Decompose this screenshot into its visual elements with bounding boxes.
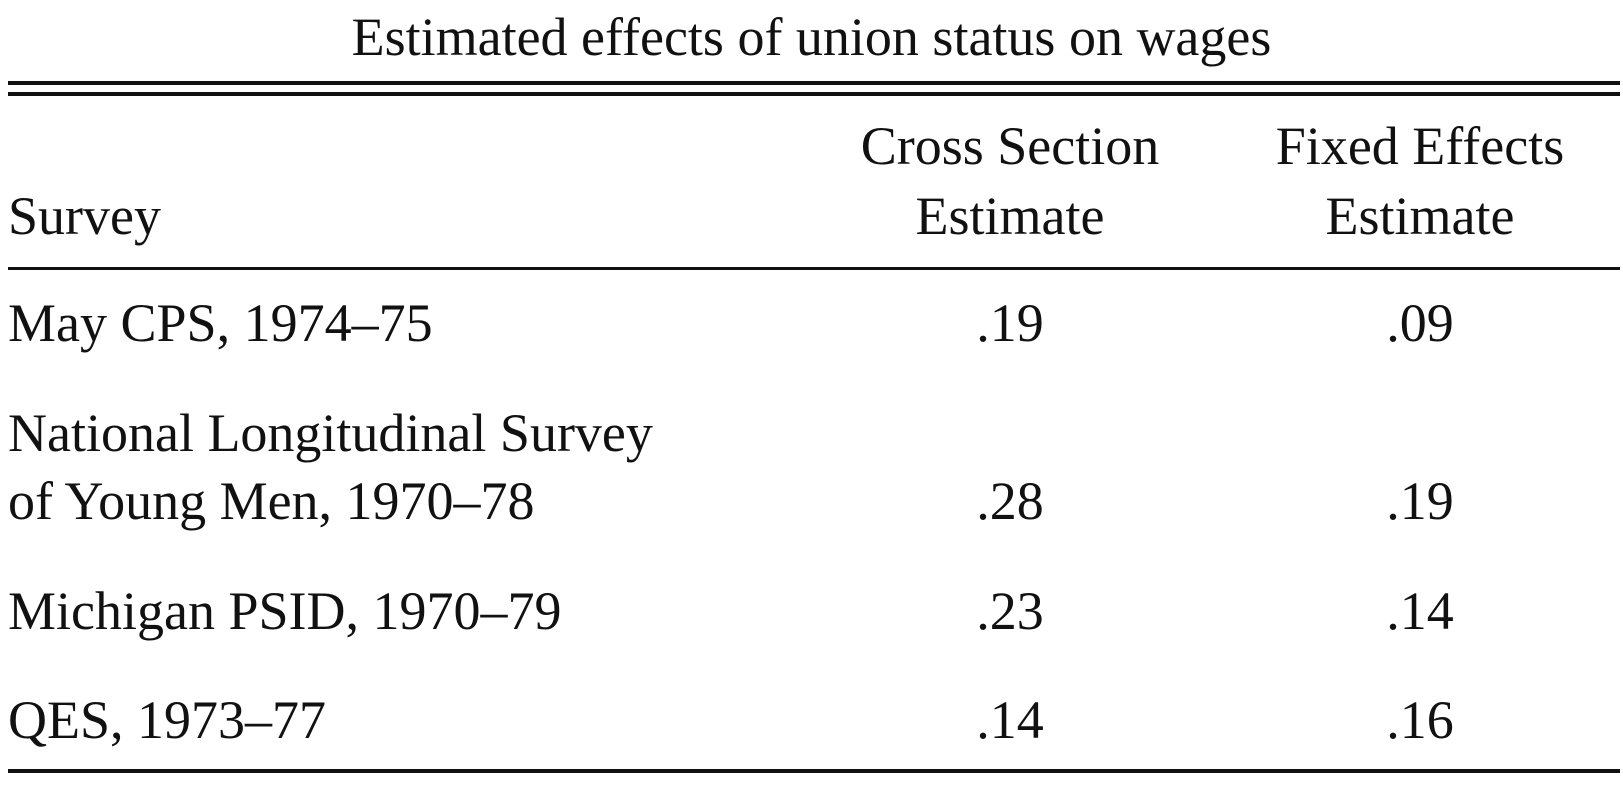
row-2-survey-line1: National Longitudinal Survey <box>8 403 653 463</box>
row-4-fixed-effects: .16 <box>1386 690 1454 750</box>
row-4-survey: QES, 1973–77 <box>8 690 327 750</box>
row-1-fixed-effects: .09 <box>1386 293 1454 353</box>
row-2-survey-line2: of Young Men, 1970–78 <box>8 471 535 531</box>
header-fixed-effects-line1: Fixed Effects <box>1275 116 1565 176</box>
header-cross-section-line2: Estimate <box>915 186 1105 246</box>
top-rule-lower <box>8 92 1620 96</box>
table-title: Estimated effects of union status on wag… <box>351 7 1272 67</box>
header-survey: Survey <box>8 186 161 246</box>
bottom-rule <box>8 769 1620 773</box>
header-fixed-effects-line2: Estimate <box>1325 186 1515 246</box>
row-3-survey: Michigan PSID, 1970–79 <box>8 581 562 641</box>
row-4-cross-section: .14 <box>976 690 1044 750</box>
row-3-cross-section: .23 <box>976 581 1044 641</box>
header-cross-section-line1: Cross Section <box>860 116 1160 176</box>
top-rule-upper <box>8 81 1620 85</box>
row-1-survey: May CPS, 1974–75 <box>8 293 433 353</box>
row-3-fixed-effects: .14 <box>1386 581 1454 641</box>
row-1-cross-section: .19 <box>976 293 1044 353</box>
row-2-cross-section: .28 <box>976 471 1044 531</box>
header-rule <box>8 267 1620 270</box>
row-2-fixed-effects: .19 <box>1386 471 1454 531</box>
